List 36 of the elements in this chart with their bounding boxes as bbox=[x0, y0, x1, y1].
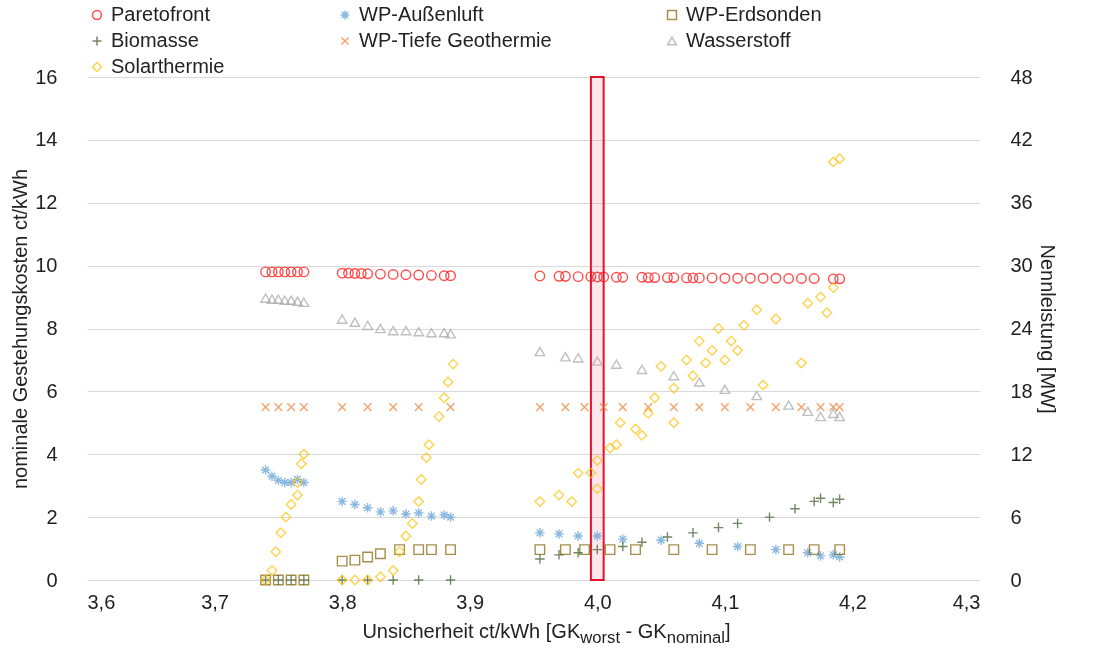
legend-label: Solarthermie bbox=[111, 55, 225, 77]
y2-tick-label: 30 bbox=[1010, 254, 1033, 277]
legend-label: WP-Tiefe Geothermie bbox=[359, 29, 552, 51]
x-tick-label: 4,0 bbox=[583, 590, 612, 613]
y2-tick-label: 12 bbox=[1010, 442, 1033, 465]
y-tick-label: 8 bbox=[46, 317, 58, 339]
y2-tick-label: 36 bbox=[1010, 191, 1033, 214]
y-tick-label: 6 bbox=[46, 379, 58, 402]
y-tick-label: 4 bbox=[46, 442, 58, 465]
y-tick-label: 14 bbox=[35, 128, 58, 151]
legend-label: Biomasse bbox=[111, 29, 199, 51]
y2-axis-title: Nennleistung [MW] bbox=[1036, 244, 1059, 414]
y-tick-label: 0 bbox=[46, 568, 58, 591]
y2-tick-label: 48 bbox=[1010, 65, 1033, 88]
x-tick-label: 4,1 bbox=[711, 590, 740, 613]
y-axis-title: nominale Gestehungskosten ct/kWh bbox=[9, 168, 32, 490]
legend-label: WP-Erdsonden bbox=[686, 3, 822, 25]
y2-tick-label: 6 bbox=[1010, 505, 1022, 528]
y2-tick-label: 24 bbox=[1010, 317, 1033, 339]
legend-label: WP-Außenluft bbox=[359, 3, 484, 25]
y2-tick-label: 0 bbox=[1010, 568, 1022, 591]
x-tick-label: 4,3 bbox=[952, 590, 981, 613]
y-tick-label: 10 bbox=[35, 254, 58, 277]
x-tick-label: 3,8 bbox=[328, 590, 357, 613]
x-tick-label: 4,2 bbox=[839, 590, 867, 613]
x-axis-title: Unsicherheit ct/kWh [GK$_{worst}$ - GK$_{nominal}$] bbox=[361, 620, 732, 648]
y2-tick-label: 18 bbox=[1010, 379, 1033, 402]
x-tick-label: 3,9 bbox=[456, 590, 485, 613]
x-tick-label: 3,7 bbox=[201, 590, 229, 613]
legend-label: Paretofront bbox=[111, 3, 211, 25]
x-tick-label: 3,6 bbox=[87, 590, 116, 613]
legend-label: Wasserstoff bbox=[686, 29, 791, 51]
y-tick-label: 16 bbox=[35, 65, 58, 88]
y2-tick-label: 42 bbox=[1010, 128, 1033, 151]
y-tick-label: 12 bbox=[35, 191, 58, 214]
y-tick-label: 2 bbox=[46, 505, 58, 528]
